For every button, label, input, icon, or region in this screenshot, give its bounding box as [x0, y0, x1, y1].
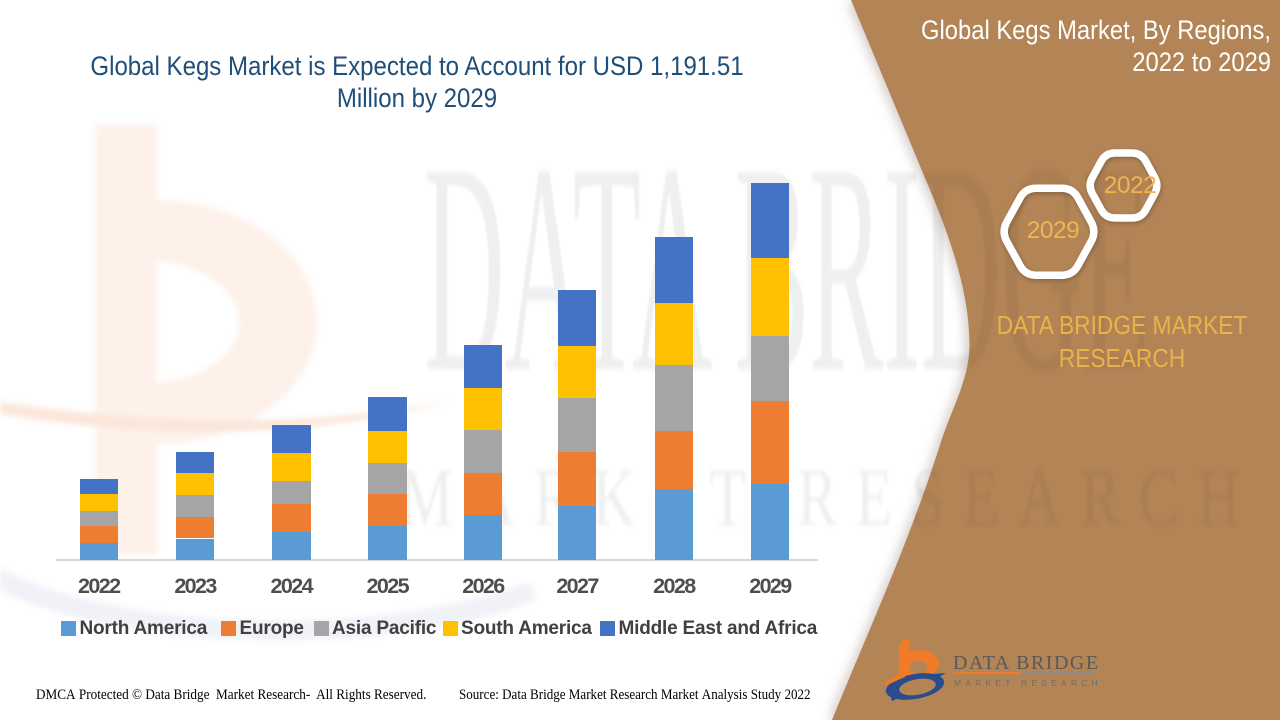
svg-text:MARKET RESEARCH: MARKET RESEARCH [954, 678, 1100, 688]
svg-text:DATA BRIDGE: DATA BRIDGE [953, 652, 1100, 674]
